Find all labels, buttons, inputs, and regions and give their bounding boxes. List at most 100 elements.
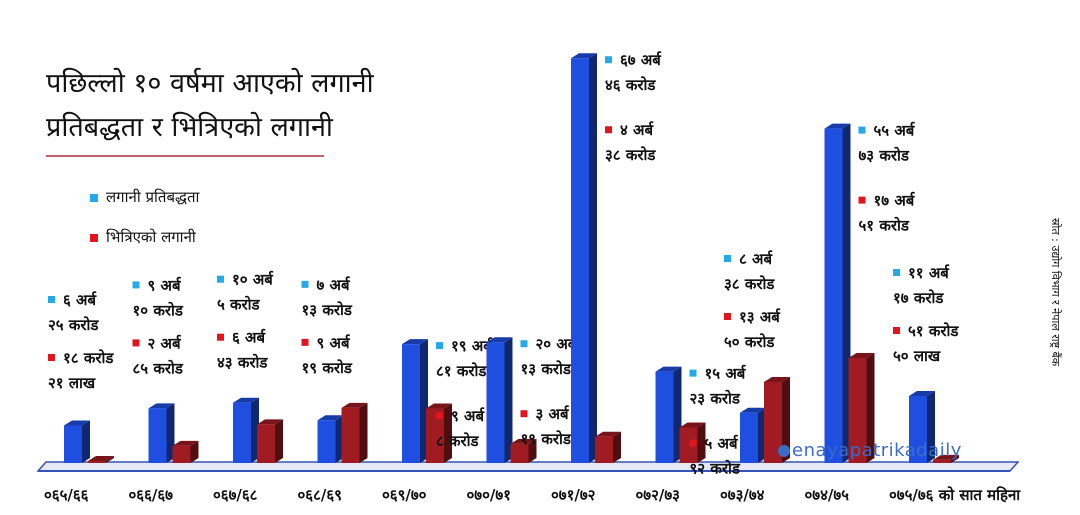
bar-commitment-5-top bbox=[402, 339, 428, 345]
bar-inflow-3-top bbox=[257, 419, 283, 425]
data-label-commitment-8-line-2: २३ करोड bbox=[690, 390, 741, 408]
data-label-commitment-11-line-2: १७ करोड bbox=[893, 289, 944, 307]
blue-square-icon bbox=[90, 193, 98, 202]
data-label-commitment-11-line-1: ११ अर्ब bbox=[908, 264, 950, 282]
bar-inflow-11 bbox=[933, 459, 951, 463]
bar-commitment-7-top bbox=[571, 53, 597, 59]
bar-commitment-6-side bbox=[504, 337, 513, 463]
data-label-commitment-2-line-1: ९ अर्ब bbox=[148, 276, 182, 294]
data-label-inflow-9-line-1: १३ अर्ब bbox=[739, 308, 781, 326]
category-label-4: ०६८/६९ bbox=[298, 486, 342, 504]
data-label-commitment-6-line-2: १३ करोड bbox=[521, 360, 572, 378]
data-label-commitment-7-marker bbox=[605, 56, 612, 64]
data-label-inflow-1-marker bbox=[48, 354, 55, 361]
bar-commitment-1-side bbox=[82, 420, 90, 463]
bar-inflow-10 bbox=[848, 357, 867, 463]
bar-commitment-4 bbox=[317, 420, 336, 463]
data-label-commitment-4-line-1: ७ अर्ब bbox=[317, 276, 351, 294]
data-label-commitment-9-line-1: ८ अर्ब bbox=[739, 250, 773, 268]
legend-label-commitment: लगानी प्रतिबद्धता bbox=[106, 188, 200, 206]
data-label-commitment-10-line-2: ७३ करोड bbox=[859, 147, 910, 165]
red-square-icon bbox=[90, 233, 98, 242]
data-label-inflow-2-line-2: ८५ करोड bbox=[133, 359, 184, 377]
bar-commitment-11 bbox=[909, 395, 927, 463]
data-label-inflow-10-line-1: १७ अर्ब bbox=[874, 192, 916, 210]
bar-inflow-6-side bbox=[528, 438, 537, 463]
data-label-inflow-11-marker bbox=[893, 326, 900, 334]
data-label-commitment-10-marker bbox=[858, 126, 866, 134]
bar-inflow-3 bbox=[257, 424, 275, 463]
data-label-inflow-5-line-2: ८ करोड bbox=[436, 432, 480, 450]
legend-label-inflow: भित्रिएको लगानी bbox=[106, 228, 196, 246]
bar-inflow-8-side bbox=[697, 422, 706, 463]
bar-inflow-10-side bbox=[866, 352, 875, 463]
data-label-inflow-7-marker bbox=[605, 126, 612, 134]
legend-item-commitment: लगानी प्रतिबद्धता bbox=[90, 187, 199, 207]
data-label-commitment-8-line-1: १५ अर्ब bbox=[705, 365, 747, 383]
bar-inflow-2-top bbox=[172, 440, 199, 446]
bar-inflow-4 bbox=[341, 407, 360, 463]
data-label-inflow-6-line-2: १९ करोड bbox=[521, 430, 572, 448]
category-label-7: ०७१/७२ bbox=[551, 486, 595, 504]
bar-commitment-2 bbox=[148, 408, 167, 463]
bar-commitment-8-top bbox=[655, 366, 682, 372]
bar-inflow-5 bbox=[426, 408, 444, 463]
bar-inflow-6-top bbox=[510, 438, 537, 444]
data-label-commitment-4-line-2: १३ करोड bbox=[302, 301, 353, 319]
bar-inflow-3-side bbox=[275, 419, 283, 463]
bar-inflow-2-side bbox=[190, 440, 199, 463]
data-label-commitment-3-line-1: १० अर्ब bbox=[232, 271, 274, 289]
bar-commitment-10 bbox=[824, 128, 843, 463]
data-label-commitment-1-line-2: २५ करोड bbox=[48, 316, 99, 334]
title-line-1: पछिल्लो १० वर्षमा आएको लगानी bbox=[46, 68, 374, 99]
data-label-inflow-10-line-2: ५१ करोड bbox=[859, 217, 910, 235]
bar-commitment-6 bbox=[486, 342, 505, 463]
data-label-commitment-8-marker bbox=[689, 369, 697, 377]
data-label-commitment-6-line-1: २० अर्ब bbox=[536, 335, 578, 353]
data-label-inflow-8-marker bbox=[689, 439, 697, 447]
bar-commitment-11-top bbox=[909, 390, 935, 396]
category-label-3: ०६७/६८ bbox=[213, 486, 258, 504]
bar-inflow-5-side bbox=[444, 403, 452, 463]
bar-inflow-7-side bbox=[613, 431, 621, 463]
data-label-commitment-9-line-2: ३८ करोड bbox=[724, 275, 775, 293]
data-label-commitment-7-line-2: ४६ करोड bbox=[605, 76, 656, 94]
data-label-inflow-4-line-2: १९ करोड bbox=[302, 359, 353, 377]
data-label-inflow-3-line-1: ६ अर्ब bbox=[232, 329, 266, 347]
bar-commitment-9 bbox=[740, 412, 758, 463]
bar-commitment-7-side bbox=[589, 53, 597, 464]
data-label-commitment-2-marker bbox=[132, 281, 140, 289]
data-label-inflow-11-line-2: ५० लाख bbox=[893, 347, 941, 365]
data-label-inflow-2-marker bbox=[132, 339, 140, 347]
category-label-9: ०७३/७४ bbox=[720, 486, 765, 504]
data-label-inflow-7-line-2: ३८ करोड bbox=[605, 146, 656, 164]
bar-inflow-1-side bbox=[106, 456, 114, 463]
data-label-inflow-1-line-2: २१ लाख bbox=[48, 374, 96, 392]
data-label-inflow-3-marker bbox=[217, 333, 224, 341]
bar-commitment-2-top bbox=[148, 403, 175, 409]
bar-commitment-3-top bbox=[233, 397, 259, 403]
bar-commitment-9-top bbox=[740, 407, 766, 413]
category-label-6: ०७०/७१ bbox=[467, 486, 511, 504]
chart-title: पछिल्लो १० वर्षमा आएको लगानी प्रतिबद्धता… bbox=[46, 62, 374, 150]
data-label-commitment-9-marker bbox=[724, 255, 731, 262]
bar-inflow-10-top bbox=[848, 352, 875, 358]
globe-icon bbox=[778, 445, 790, 457]
chart-floor bbox=[36, 461, 1020, 472]
source-note: स्रोत : उद्योग विभाग र नेपाल राष्ट्र बैं… bbox=[1049, 218, 1062, 367]
bar-commitment-1 bbox=[64, 425, 82, 463]
data-label-inflow-10-marker bbox=[858, 196, 866, 204]
bar-inflow-11-top bbox=[933, 454, 959, 460]
bar-inflow-1 bbox=[88, 461, 106, 463]
data-label-commitment-3-marker bbox=[217, 275, 224, 283]
title-line-2: प्रतिबद्धता र भित्रिएको लगानी bbox=[46, 112, 333, 143]
bar-inflow-9-side bbox=[782, 377, 790, 463]
bar-inflow-11-side bbox=[951, 454, 959, 463]
category-label-1: ०६५/६६ bbox=[44, 486, 89, 504]
data-label-inflow-5-marker bbox=[436, 412, 443, 420]
bar-inflow-6 bbox=[510, 443, 529, 463]
data-label-commitment-5-line-1: १९ अर्ब bbox=[451, 337, 493, 355]
data-label-inflow-2-line-1: २ अर्ब bbox=[148, 334, 182, 352]
data-label-commitment-3-line-2: ५ करोड bbox=[217, 296, 261, 314]
data-label-inflow-5-line-1: ९ अर्ब bbox=[451, 407, 485, 425]
